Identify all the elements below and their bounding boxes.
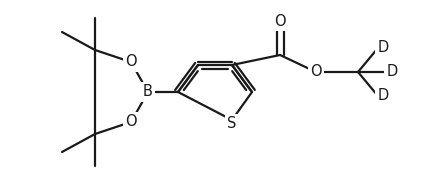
Text: D: D (386, 65, 398, 79)
Text: O: O (274, 14, 286, 29)
Text: B: B (143, 84, 153, 100)
Text: D: D (377, 41, 389, 55)
Text: O: O (125, 115, 137, 129)
Text: S: S (227, 116, 237, 131)
Text: O: O (125, 54, 137, 69)
Text: O: O (310, 65, 322, 79)
Text: D: D (377, 89, 389, 103)
